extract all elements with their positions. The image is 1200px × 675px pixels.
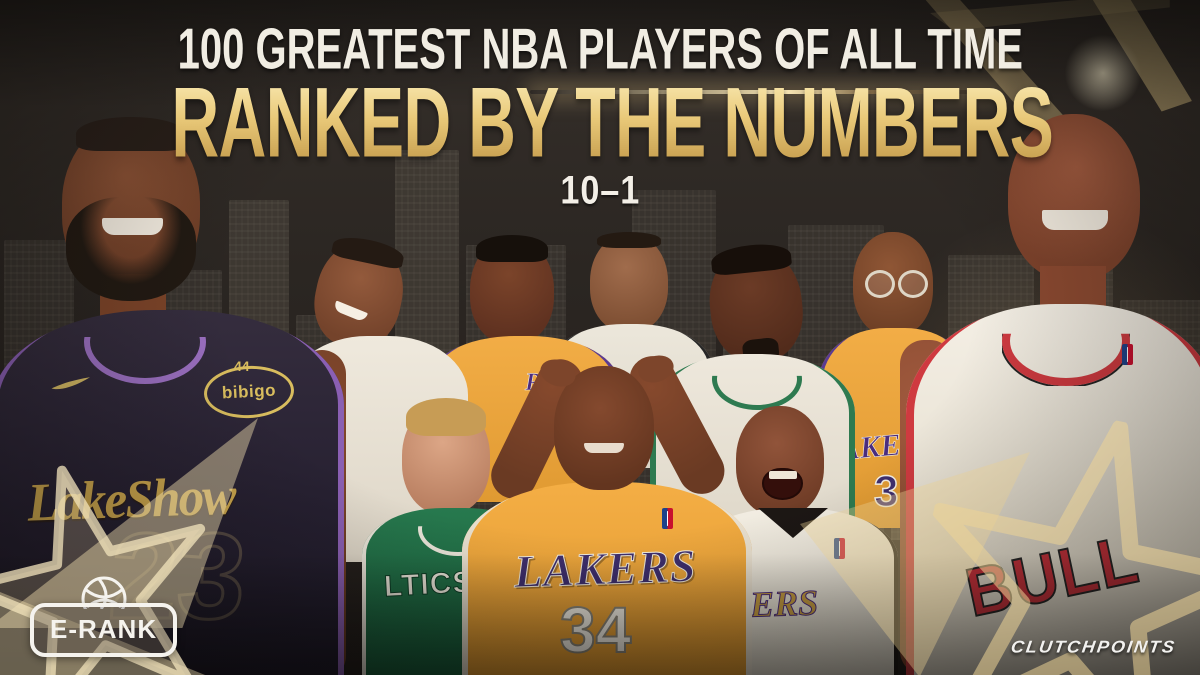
kobe-mouth <box>762 467 804 501</box>
jordan-collar <box>1002 333 1130 386</box>
lebron-shoulder-number: 44 <box>234 358 250 374</box>
rank-range-label: 10–1 <box>560 169 640 214</box>
player-shaquille-oneal: LAKERS 34 <box>462 347 752 675</box>
nba-logo-icon <box>1122 344 1133 365</box>
shaq-jersey-number: 34 <box>559 594 632 666</box>
shaq-jersey-letters: LAKERS <box>513 539 698 598</box>
russell-head <box>704 243 808 367</box>
shaq-mouth <box>584 442 624 453</box>
headline-block: 100 GREATEST NBA PLAYERS OF ALL TIME RAN… <box>0 20 1200 214</box>
erank-badge: E-RANK <box>30 576 178 657</box>
poster-subtitle: RANKED BY THE NUMBERS <box>171 67 1054 179</box>
shaq-jersey: LAKERS 34 <box>462 482 752 675</box>
erank-wordmark: E-RANK <box>30 603 178 657</box>
magic-head <box>470 234 554 344</box>
jordan-smile <box>1042 210 1109 231</box>
clutchpoints-wordmark: CLUTCHPOINTS <box>1009 637 1178 657</box>
nike-swoosh-icon <box>51 377 90 390</box>
nba-logo-icon <box>662 508 673 529</box>
bird-jersey-letters: LTICS <box>383 565 475 604</box>
lebron-smile <box>102 218 163 236</box>
